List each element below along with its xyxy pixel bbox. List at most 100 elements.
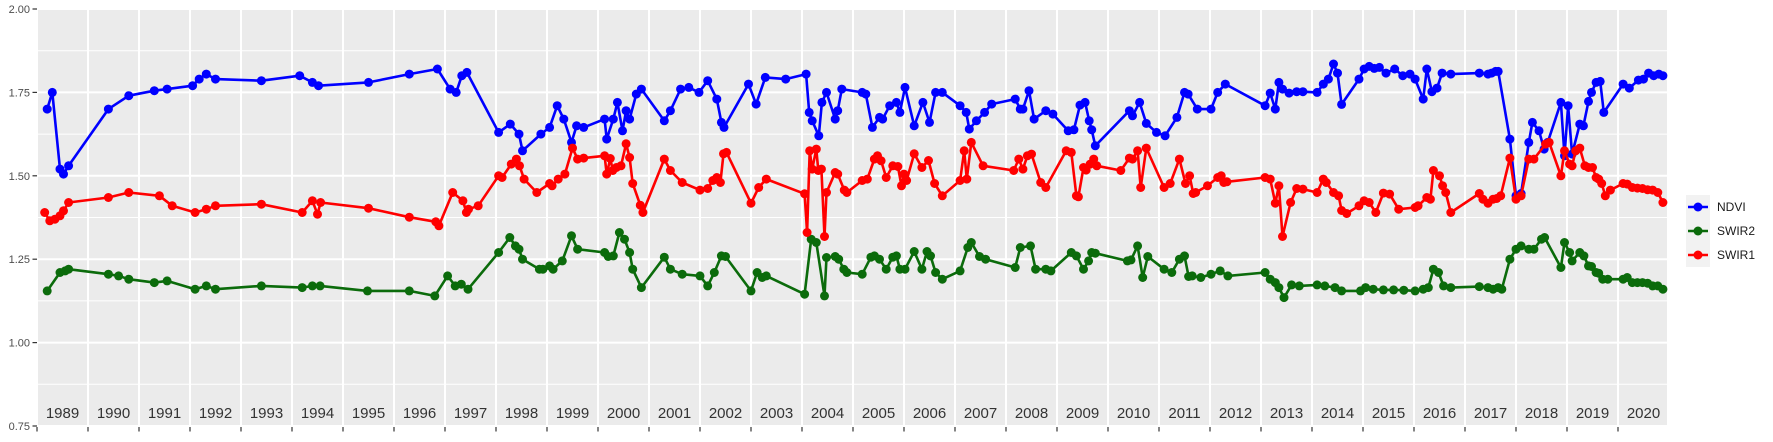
data-point-ndvi (719, 122, 729, 132)
data-point-swir2 (1079, 264, 1088, 274)
data-point-ndvi (1160, 131, 1170, 141)
data-point-ndvi (552, 101, 562, 111)
data-point-swir1 (955, 176, 965, 185)
x-axis-label: 1995 (352, 405, 385, 422)
data-point-ndvi (867, 122, 877, 132)
x-axis-label: 2017 (1474, 405, 1507, 422)
data-point-swir1 (560, 169, 570, 179)
data-point-swir2 (1446, 283, 1456, 293)
x-axis-label: 1994 (301, 405, 334, 422)
data-point-swir1 (703, 184, 713, 193)
data-point-swir2 (820, 291, 829, 301)
legend-glyph-icon (1688, 226, 1708, 236)
data-point-swir1 (1136, 183, 1146, 192)
data-point-swir2 (1312, 280, 1322, 290)
data-point-swir1 (722, 147, 731, 157)
data-point-swir2 (494, 248, 504, 257)
data-point-ndvi (1599, 107, 1609, 117)
legend-item-swir1: SWIR1 (1686, 243, 1755, 267)
data-point-swir1 (313, 209, 322, 219)
data-point-ndvi (64, 161, 74, 171)
data-point-ndvi (961, 107, 971, 117)
series-ndvi (42, 59, 1668, 201)
data-point-ndvi (608, 114, 618, 124)
data-point-swir2 (573, 244, 583, 254)
data-point-swir1 (909, 149, 919, 159)
data-point-ndvi (885, 101, 895, 111)
data-point-swir2 (1378, 285, 1388, 295)
data-point-swir1 (568, 143, 577, 153)
y-axis-label: 2.00 (9, 4, 30, 16)
data-point-swir1 (1575, 143, 1585, 153)
data-point-ndvi (1418, 94, 1428, 104)
data-point-ndvi (1080, 97, 1090, 107)
data-point-ndvi (712, 94, 722, 104)
series-swir2 (42, 228, 1668, 303)
data-point-ndvi (494, 127, 504, 137)
data-point-ndvi (1278, 84, 1287, 94)
data-point-ndvi (931, 87, 941, 97)
data-point-ndvi (1292, 87, 1302, 97)
data-point-ndvi (1381, 68, 1391, 78)
data-point-swir1 (833, 169, 843, 179)
data-point-ndvi (47, 87, 57, 97)
y-axis-label: 1.00 (9, 338, 30, 350)
data-point-swir1 (497, 173, 507, 182)
data-point-swir1 (695, 185, 705, 195)
data-point-swir1 (1116, 166, 1126, 175)
data-point-ndvi (659, 116, 669, 126)
data-point-ndvi (59, 169, 68, 179)
data-point-swir1 (930, 179, 940, 188)
data-point-swir2 (746, 286, 756, 296)
data-point-swir2 (514, 244, 524, 254)
data-point-ndvi (42, 104, 52, 114)
data-point-swir1 (1027, 149, 1036, 159)
data-point-ndvi (1658, 71, 1668, 81)
data-point-ndvi (1578, 121, 1588, 131)
data-point-ndvi (536, 129, 546, 139)
data-point-swir2 (1026, 241, 1035, 251)
data-point-ndvi (314, 81, 323, 91)
data-point-ndvi (602, 134, 612, 144)
data-point-ndvi (980, 107, 990, 117)
data-point-swir1 (1658, 198, 1668, 207)
data-point-ndvi (1624, 83, 1634, 93)
data-point-ndvi (1474, 68, 1484, 78)
data-point-ndvi (1172, 112, 1182, 122)
data-point-swir1 (625, 153, 635, 162)
data-point-swir2 (703, 281, 713, 291)
x-axis-label: 2020 (1627, 405, 1660, 422)
data-point-swir2 (636, 283, 646, 293)
data-point-ndvi (964, 124, 974, 134)
data-point-swir1 (458, 196, 468, 206)
data-point-swir2 (190, 284, 200, 294)
data-point-ndvi (1534, 126, 1544, 136)
data-point-ndvi (625, 114, 635, 124)
data-point-swir2 (628, 264, 638, 274)
data-point-ndvi (817, 97, 827, 107)
data-point-ndvi (814, 131, 824, 141)
data-point-ndvi (1213, 87, 1223, 97)
data-point-swir1 (966, 137, 976, 147)
data-point-swir2 (1090, 248, 1100, 258)
data-point-swir2 (1126, 255, 1136, 265)
data-point-swir1 (154, 191, 164, 201)
x-axis-label: 2019 (1576, 405, 1609, 422)
data-point-swir2 (363, 286, 372, 296)
data-point-swir2 (761, 271, 771, 281)
data-point-ndvi (201, 69, 211, 79)
data-point-swir2 (1361, 283, 1371, 293)
data-point-ndvi (1041, 106, 1051, 116)
x-axis-label: 1993 (250, 405, 283, 422)
data-point-swir1 (1018, 164, 1028, 174)
data-point-ndvi (1265, 88, 1275, 98)
data-point-ndvi (162, 84, 172, 94)
data-point-swir2 (42, 286, 52, 296)
data-point-swir1 (659, 154, 669, 164)
data-point-ndvi (909, 121, 919, 131)
data-point-swir2 (1505, 254, 1515, 264)
data-point-ndvi (837, 84, 847, 94)
x-axis-label: 2002 (709, 405, 742, 422)
data-point-ndvi (1527, 117, 1537, 127)
